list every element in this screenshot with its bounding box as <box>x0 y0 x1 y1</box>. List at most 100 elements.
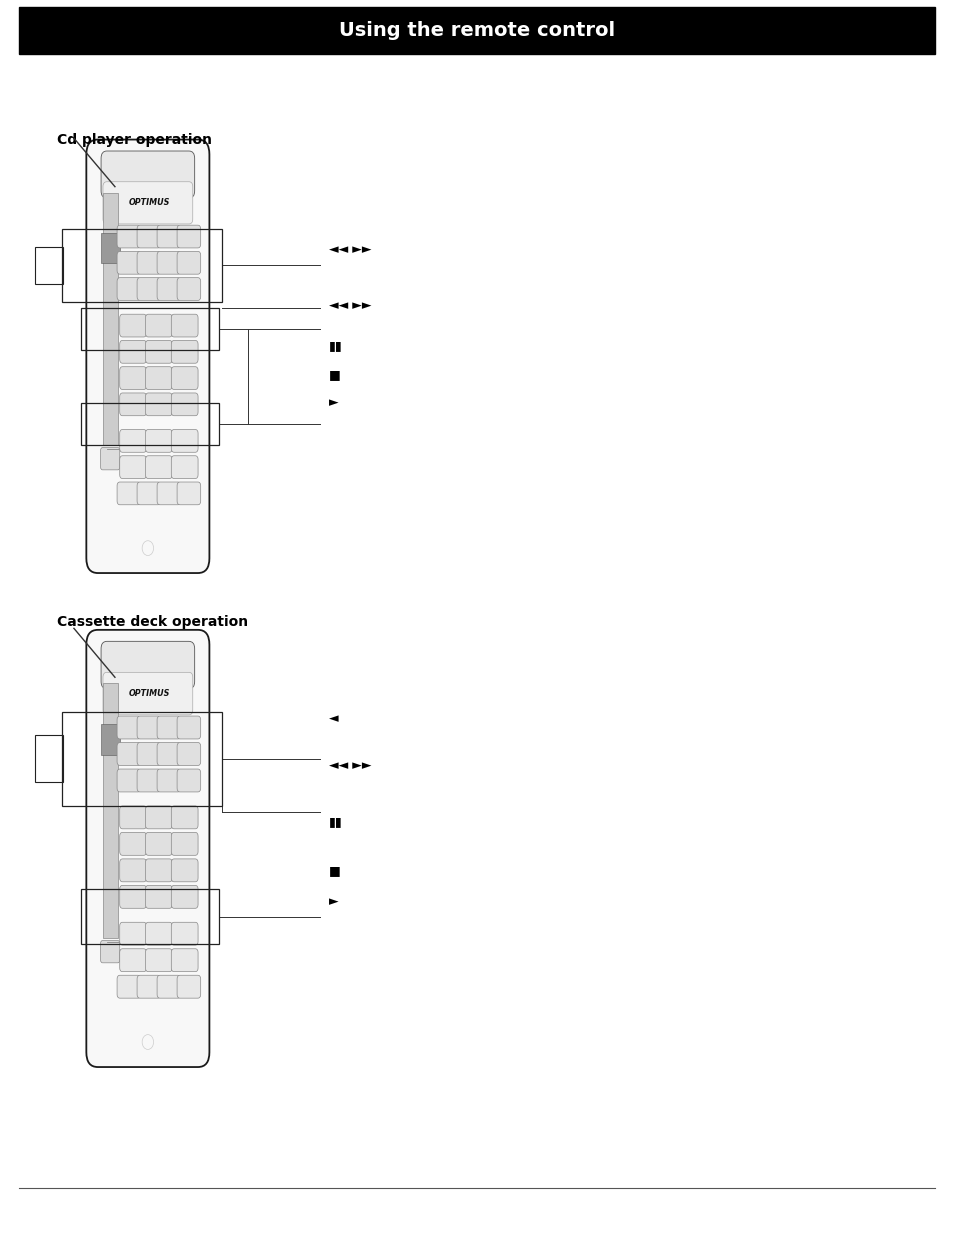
FancyBboxPatch shape <box>157 252 180 274</box>
Bar <box>61 711 221 805</box>
Text: Cassette deck operation: Cassette deck operation <box>57 615 248 629</box>
Text: ◄: ◄ <box>329 713 338 725</box>
FancyBboxPatch shape <box>172 948 198 972</box>
FancyBboxPatch shape <box>146 393 172 416</box>
Text: ►: ► <box>329 895 338 908</box>
FancyBboxPatch shape <box>177 252 200 274</box>
FancyBboxPatch shape <box>103 672 193 715</box>
Text: ◄◄ ►►: ◄◄ ►► <box>329 760 372 772</box>
FancyBboxPatch shape <box>177 278 200 300</box>
FancyBboxPatch shape <box>117 716 140 739</box>
FancyBboxPatch shape <box>172 806 198 829</box>
Text: ▮▮: ▮▮ <box>329 340 342 352</box>
Text: ■: ■ <box>329 368 340 380</box>
FancyBboxPatch shape <box>101 151 194 198</box>
FancyBboxPatch shape <box>172 885 198 908</box>
FancyBboxPatch shape <box>172 393 198 416</box>
Bar <box>80 403 218 445</box>
FancyBboxPatch shape <box>101 641 194 689</box>
FancyBboxPatch shape <box>101 447 120 469</box>
FancyBboxPatch shape <box>157 278 180 300</box>
FancyBboxPatch shape <box>146 430 172 452</box>
Text: Using the remote control: Using the remote control <box>338 21 615 40</box>
FancyBboxPatch shape <box>157 716 180 739</box>
FancyBboxPatch shape <box>146 858 172 882</box>
Bar <box>34 247 63 284</box>
FancyBboxPatch shape <box>119 923 147 945</box>
FancyBboxPatch shape <box>157 769 180 792</box>
FancyBboxPatch shape <box>137 716 160 739</box>
FancyBboxPatch shape <box>146 948 172 972</box>
FancyBboxPatch shape <box>119 314 147 337</box>
FancyBboxPatch shape <box>119 885 147 908</box>
FancyBboxPatch shape <box>87 140 210 573</box>
FancyBboxPatch shape <box>172 367 198 389</box>
FancyBboxPatch shape <box>177 482 200 505</box>
FancyBboxPatch shape <box>172 923 198 945</box>
Text: ■: ■ <box>329 864 340 877</box>
Text: Cd player operation: Cd player operation <box>57 133 212 147</box>
FancyBboxPatch shape <box>146 456 172 478</box>
FancyBboxPatch shape <box>117 976 140 998</box>
Text: ▮▮: ▮▮ <box>329 815 342 827</box>
Text: ►: ► <box>329 396 338 409</box>
FancyBboxPatch shape <box>119 832 147 856</box>
FancyBboxPatch shape <box>157 482 180 505</box>
FancyBboxPatch shape <box>177 716 200 739</box>
FancyBboxPatch shape <box>137 742 160 766</box>
FancyBboxPatch shape <box>146 885 172 908</box>
FancyBboxPatch shape <box>146 341 172 363</box>
FancyBboxPatch shape <box>101 941 120 963</box>
FancyBboxPatch shape <box>146 923 172 945</box>
FancyBboxPatch shape <box>119 393 147 416</box>
Bar <box>101 233 119 263</box>
FancyBboxPatch shape <box>172 341 198 363</box>
FancyBboxPatch shape <box>119 948 147 972</box>
FancyBboxPatch shape <box>103 182 193 224</box>
Text: OPTIMUS: OPTIMUS <box>129 689 171 698</box>
FancyBboxPatch shape <box>119 806 147 829</box>
FancyBboxPatch shape <box>157 742 180 766</box>
Bar <box>19 7 934 54</box>
FancyBboxPatch shape <box>137 976 160 998</box>
FancyBboxPatch shape <box>119 858 147 882</box>
FancyBboxPatch shape <box>137 278 160 300</box>
Bar <box>80 308 218 351</box>
FancyBboxPatch shape <box>177 225 200 248</box>
FancyBboxPatch shape <box>157 976 180 998</box>
FancyBboxPatch shape <box>87 630 210 1067</box>
Bar <box>61 228 221 301</box>
FancyBboxPatch shape <box>172 456 198 478</box>
FancyBboxPatch shape <box>172 314 198 337</box>
FancyBboxPatch shape <box>146 314 172 337</box>
FancyBboxPatch shape <box>119 430 147 452</box>
FancyBboxPatch shape <box>119 456 147 478</box>
Text: ◄◄ ►►: ◄◄ ►► <box>329 243 372 256</box>
FancyBboxPatch shape <box>137 769 160 792</box>
Bar <box>34 735 63 782</box>
FancyBboxPatch shape <box>117 482 140 505</box>
Bar <box>101 724 119 755</box>
FancyBboxPatch shape <box>146 806 172 829</box>
FancyBboxPatch shape <box>177 976 200 998</box>
FancyBboxPatch shape <box>177 769 200 792</box>
Text: OPTIMUS: OPTIMUS <box>129 199 171 207</box>
FancyBboxPatch shape <box>117 742 140 766</box>
FancyBboxPatch shape <box>177 742 200 766</box>
FancyBboxPatch shape <box>117 278 140 300</box>
FancyBboxPatch shape <box>172 430 198 452</box>
FancyBboxPatch shape <box>137 225 160 248</box>
Bar <box>103 683 118 939</box>
FancyBboxPatch shape <box>146 367 172 389</box>
FancyBboxPatch shape <box>117 225 140 248</box>
FancyBboxPatch shape <box>157 225 180 248</box>
FancyBboxPatch shape <box>172 858 198 882</box>
FancyBboxPatch shape <box>117 252 140 274</box>
FancyBboxPatch shape <box>172 832 198 856</box>
FancyBboxPatch shape <box>137 252 160 274</box>
Bar <box>103 193 118 445</box>
FancyBboxPatch shape <box>119 341 147 363</box>
Bar <box>80 889 218 945</box>
FancyBboxPatch shape <box>117 769 140 792</box>
FancyBboxPatch shape <box>119 367 147 389</box>
